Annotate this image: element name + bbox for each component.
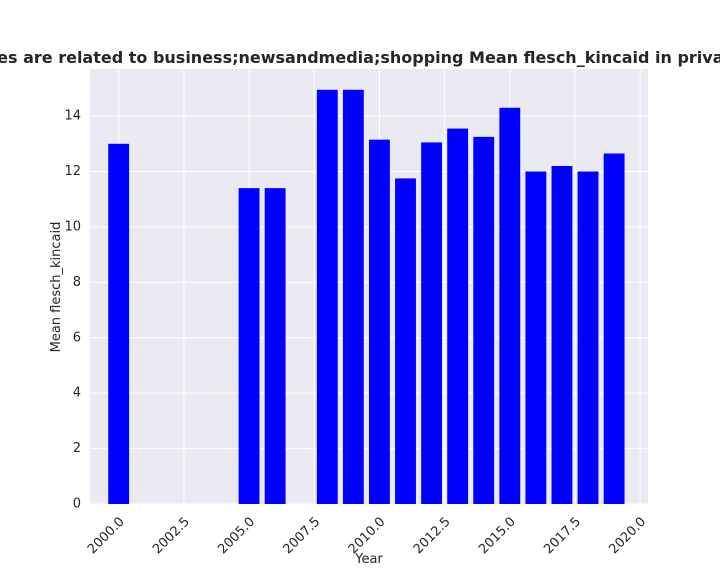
bar-2019	[603, 153, 625, 505]
bars	[108, 89, 625, 505]
bar-2011	[395, 178, 416, 504]
bar-2013	[447, 128, 469, 504]
y-tick-label: 8	[73, 275, 81, 290]
y-tick-labels: 0 2 4 6 8 10 12 14	[64, 109, 81, 512]
bar-2006	[264, 188, 286, 504]
x-tick-label: 2005.0	[215, 514, 258, 557]
bar-2010	[369, 139, 390, 504]
bar-2009	[342, 89, 364, 504]
bar-2018	[577, 171, 599, 504]
y-tick-label: 10	[64, 219, 81, 234]
x-tick-labels: 2000.0 2002.5 2005.0 2007.5 2010.0 2012.5 2015…	[85, 514, 649, 557]
x-tick-label: 2012.5	[411, 514, 454, 557]
x-tick-label: 2020.0	[606, 514, 649, 557]
bar-2000	[108, 143, 130, 505]
y-axis-label: Mean flesch_kincaid	[49, 222, 64, 353]
bar-2008	[316, 89, 338, 504]
y-tick-label: 2	[73, 441, 81, 456]
x-tick-label: 2017.5	[541, 514, 584, 557]
x-tick-label: 2000.0	[85, 514, 128, 557]
bar-2012	[421, 142, 443, 504]
y-tick-label: 12	[64, 164, 81, 179]
bar-2017	[551, 165, 573, 504]
x-tick-label: 2007.5	[281, 514, 324, 557]
bar-2005	[238, 188, 260, 504]
x-axis-label: Year	[354, 552, 383, 567]
x-tick-label: 2010.0	[346, 514, 389, 557]
x-tick-label: 2015.0	[476, 514, 519, 557]
bar-2016	[525, 171, 547, 504]
y-tick-label: 6	[73, 330, 81, 345]
x-tick-label: 2002.5	[150, 514, 193, 557]
chart-title: Categories are related to business;newsa…	[0, 48, 720, 67]
y-tick-label: 0	[73, 497, 81, 512]
bar-2014	[473, 136, 495, 504]
y-tick-label: 14	[64, 109, 81, 124]
y-tick-label: 4	[73, 386, 81, 401]
bar-2015	[499, 107, 521, 505]
